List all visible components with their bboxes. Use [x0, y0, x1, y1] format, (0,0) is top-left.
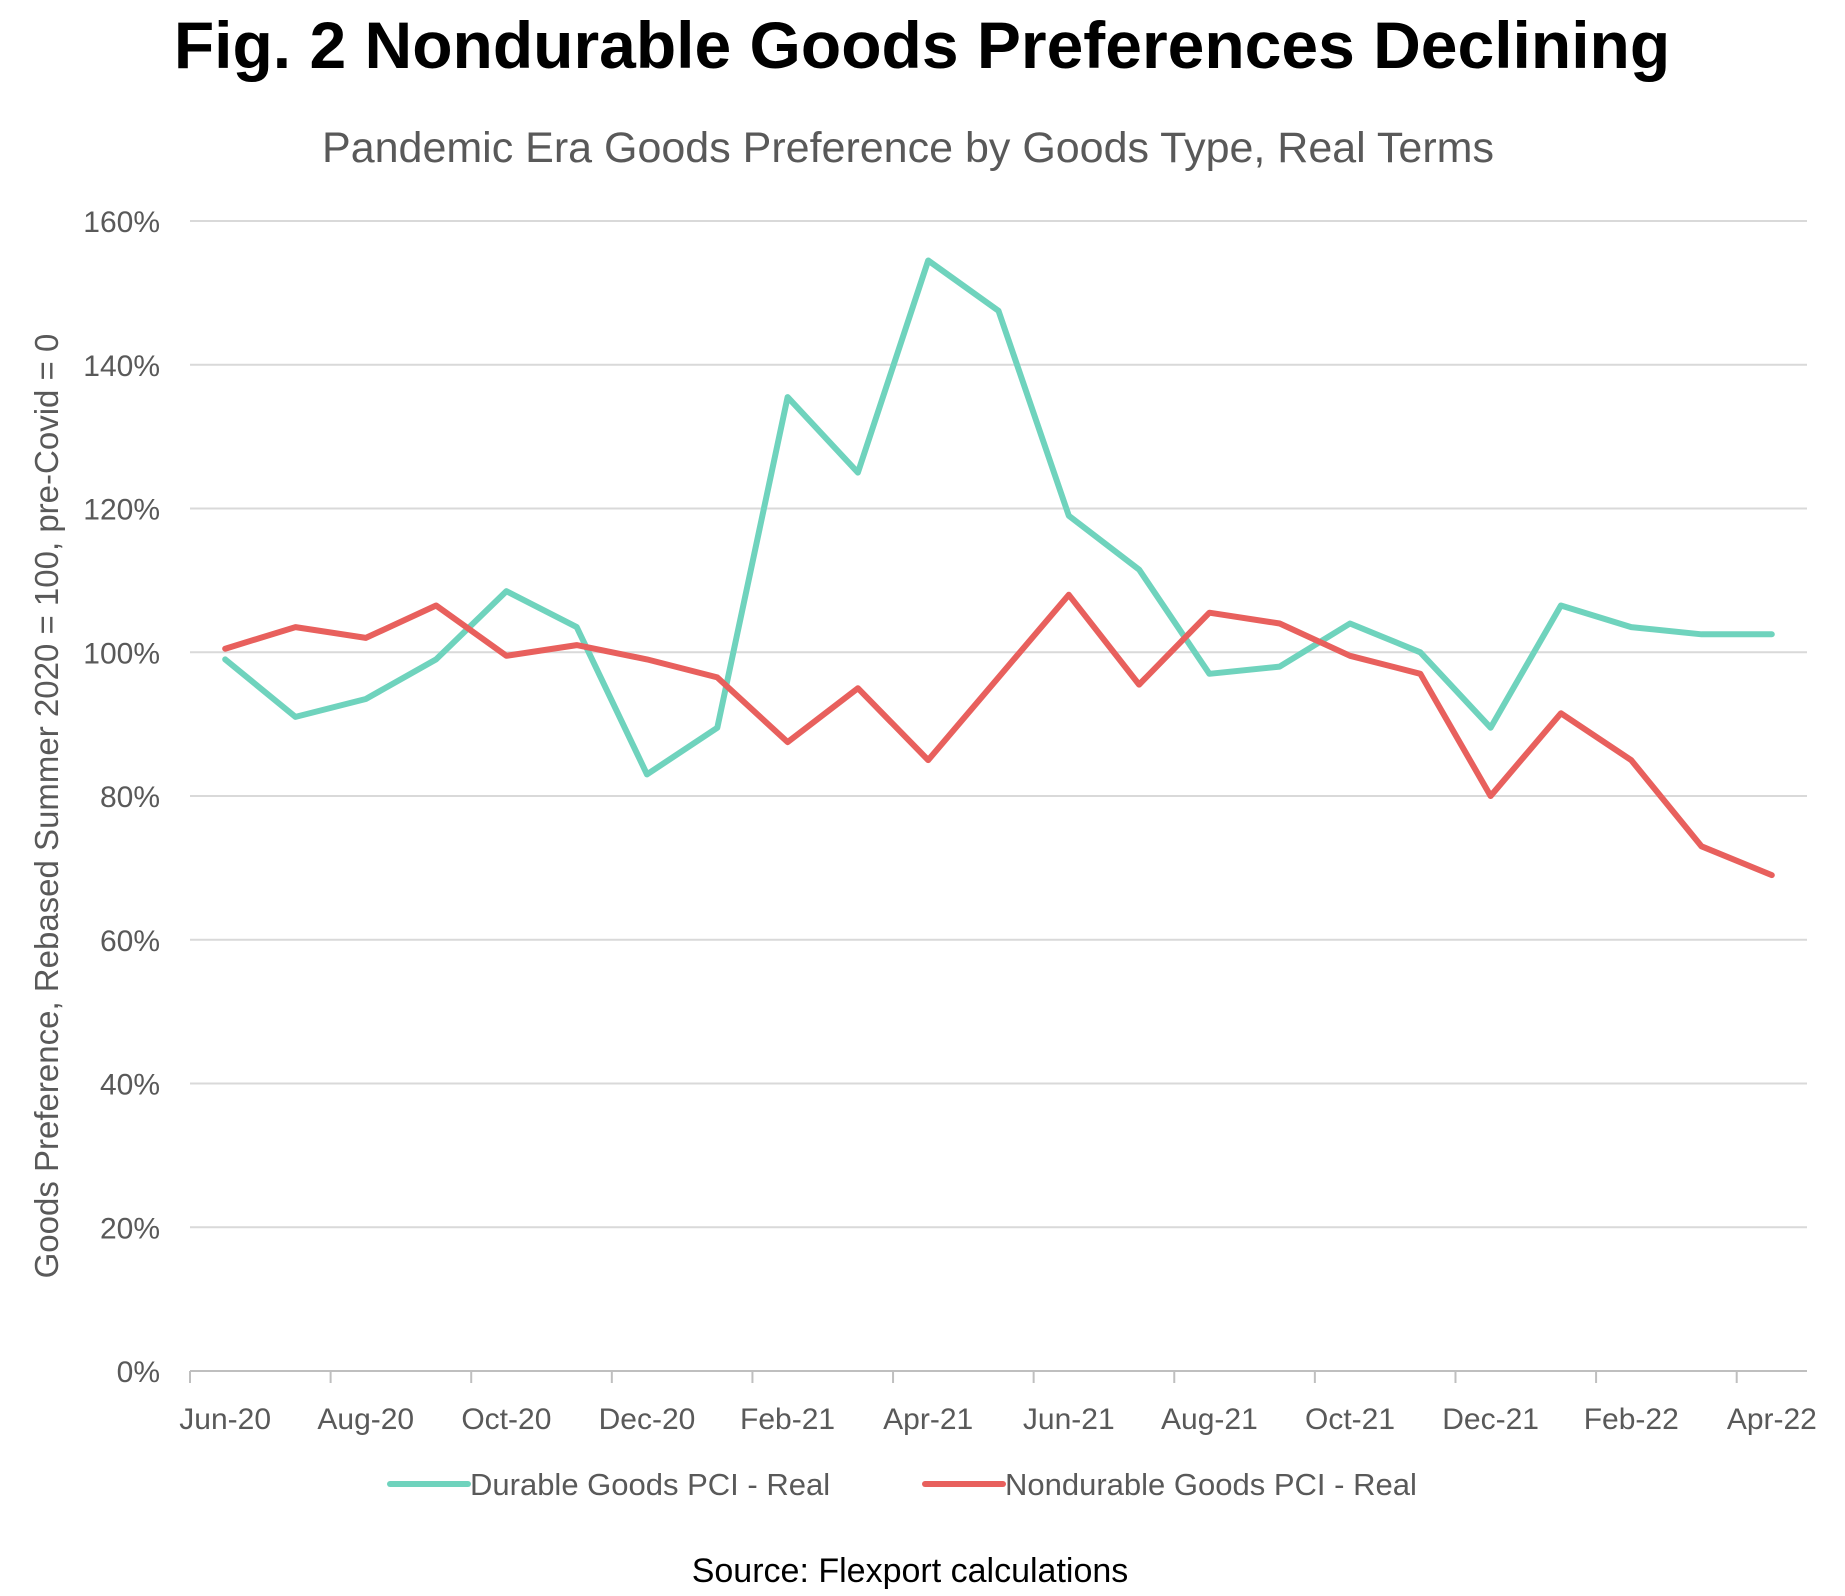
- data-point-nondurable-goods-pci-real-aug-20: [363, 635, 369, 641]
- x-tick-label-apr-21: Apr-21: [883, 1403, 973, 1436]
- data-point-nondurable-goods-pci-real-apr-22: [1769, 872, 1775, 878]
- data-point-durable-goods-pci-real-mar-21: [855, 470, 861, 476]
- data-point-nondurable-goods-pci-real-mar-22: [1699, 843, 1705, 849]
- data-point-durable-goods-pci-real-jul-20: [292, 714, 298, 720]
- data-point-nondurable-goods-pci-real-jun-20: [222, 646, 228, 652]
- y-tick-label-40: 40%: [100, 1069, 160, 1102]
- data-point-nondurable-goods-pci-real-jun-21: [1066, 592, 1072, 598]
- data-point-nondurable-goods-pci-real-jan-22: [1558, 710, 1564, 716]
- y-tick-label-140: 140%: [83, 350, 160, 383]
- x-tick-label-feb-21: Feb-21: [740, 1403, 835, 1436]
- data-point-durable-goods-pci-real-sep-21: [1277, 664, 1283, 670]
- data-point-durable-goods-pci-real-feb-22: [1628, 624, 1634, 630]
- y-tick-label-20: 20%: [100, 1212, 160, 1245]
- data-point-durable-goods-pci-real-may-21: [996, 308, 1002, 314]
- y-tick-label-100: 100%: [83, 637, 160, 670]
- data-point-nondurable-goods-pci-real-nov-20: [574, 642, 580, 648]
- source-note: Source: Flexport calculations: [692, 1552, 1129, 1590]
- data-point-nondurable-goods-pci-real-mar-21: [855, 685, 861, 691]
- data-point-durable-goods-pci-real-oct-20: [503, 588, 509, 594]
- data-point-durable-goods-pci-real-jun-21: [1066, 513, 1072, 519]
- data-point-durable-goods-pci-real-oct-21: [1347, 621, 1353, 627]
- data-point-durable-goods-pci-real-feb-21: [785, 394, 791, 400]
- legend-label-nondurable: Nondurable Goods PCI - Real: [1005, 1467, 1417, 1502]
- x-tick-label-apr-22: Apr-22: [1727, 1403, 1817, 1436]
- data-point-nondurable-goods-pci-real-feb-21: [785, 739, 791, 745]
- data-point-nondurable-goods-pci-real-dec-21: [1488, 793, 1494, 799]
- data-point-nondurable-goods-pci-real-dec-20: [644, 656, 650, 662]
- data-point-nondurable-goods-pci-real-aug-21: [1206, 610, 1212, 616]
- data-point-nondurable-goods-pci-real-oct-20: [503, 653, 509, 659]
- x-tick-label-jun-20: Jun-20: [179, 1403, 271, 1436]
- chart-title: Fig. 2 Nondurable Goods Preferences Decl…: [174, 8, 1670, 82]
- data-point-durable-goods-pci-real-jan-21: [714, 725, 720, 731]
- x-tick-label-dec-20: Dec-20: [599, 1403, 696, 1436]
- x-tick-label-oct-20: Oct-20: [461, 1403, 551, 1436]
- data-point-durable-goods-pci-real-dec-20: [644, 771, 650, 777]
- data-point-nondurable-goods-pci-real-jan-21: [714, 674, 720, 680]
- data-point-durable-goods-pci-real-aug-21: [1206, 671, 1212, 677]
- y-axis-title: Goods Preference, Rebased Summer 2020 = …: [28, 334, 65, 1279]
- data-point-nondurable-goods-pci-real-apr-21: [925, 757, 931, 763]
- x-tick-label-oct-21: Oct-21: [1305, 1403, 1395, 1436]
- data-point-durable-goods-pci-real-jul-21: [1136, 567, 1142, 573]
- data-point-nondurable-goods-pci-real-feb-22: [1628, 757, 1634, 763]
- x-tick-label-aug-20: Aug-20: [317, 1403, 414, 1436]
- x-tick-label-dec-21: Dec-21: [1442, 1403, 1539, 1436]
- y-tick-label-0: 0%: [117, 1356, 160, 1389]
- x-axis: Jun-20 Aug-20 Oct-20 Dec-20 Feb-21 Apr-21 Jun-…: [179, 1370, 1817, 1436]
- data-point-durable-goods-pci-real-jan-22: [1558, 603, 1564, 609]
- x-tick-label-aug-21: Aug-21: [1161, 1403, 1258, 1436]
- y-tick-label-60: 60%: [100, 925, 160, 958]
- data-point-durable-goods-pci-real-apr-21: [925, 258, 931, 264]
- data-point-nondurable-goods-pci-real-may-21: [996, 674, 1002, 680]
- x-tick-label-jun-21: Jun-21: [1023, 1403, 1115, 1436]
- data-point-nondurable-goods-pci-real-jul-20: [292, 624, 298, 630]
- data-point-durable-goods-pci-real-nov-20: [574, 624, 580, 630]
- data-point-durable-goods-pci-real-nov-21: [1417, 649, 1423, 655]
- data-point-nondurable-goods-pci-real-oct-21: [1347, 653, 1353, 659]
- data-point-nondurable-goods-pci-real-nov-21: [1417, 671, 1423, 677]
- legend-label-durable: Durable Goods PCI - Real: [470, 1467, 830, 1502]
- data-point-nondurable-goods-pci-real-jul-21: [1136, 682, 1142, 688]
- data-point-durable-goods-pci-real-mar-22: [1699, 631, 1705, 637]
- y-tick-label-160: 160%: [83, 206, 160, 239]
- data-point-durable-goods-pci-real-sep-20: [433, 656, 439, 662]
- x-tick-label-feb-22: Feb-22: [1584, 1403, 1679, 1436]
- legend: Durable Goods PCI - Real Nondurable Good…: [387, 1467, 1417, 1502]
- data-point-durable-goods-pci-real-apr-22: [1769, 631, 1775, 637]
- gridlines: [190, 220, 1807, 1229]
- data-point-durable-goods-pci-real-jun-20: [222, 656, 228, 662]
- series-line-nondurable-goods-pci-real: [222, 591, 1775, 879]
- y-axis-ticks: 0% 20% 40% 60% 80% 100% 120% 140% 160%: [83, 206, 160, 1389]
- data-point-nondurable-goods-pci-real-sep-20: [433, 603, 439, 609]
- y-tick-label-120: 120%: [83, 494, 160, 527]
- data-point-durable-goods-pci-real-dec-21: [1488, 725, 1494, 731]
- data-point-nondurable-goods-pci-real-sep-21: [1277, 621, 1283, 627]
- chart-subtitle: Pandemic Era Goods Preference by Goods T…: [322, 124, 1494, 172]
- series-line-durable-goods-pci-real: [222, 257, 1775, 778]
- data-point-durable-goods-pci-real-aug-20: [363, 696, 369, 702]
- y-tick-label-80: 80%: [100, 781, 160, 814]
- series-lines: [222, 257, 1775, 879]
